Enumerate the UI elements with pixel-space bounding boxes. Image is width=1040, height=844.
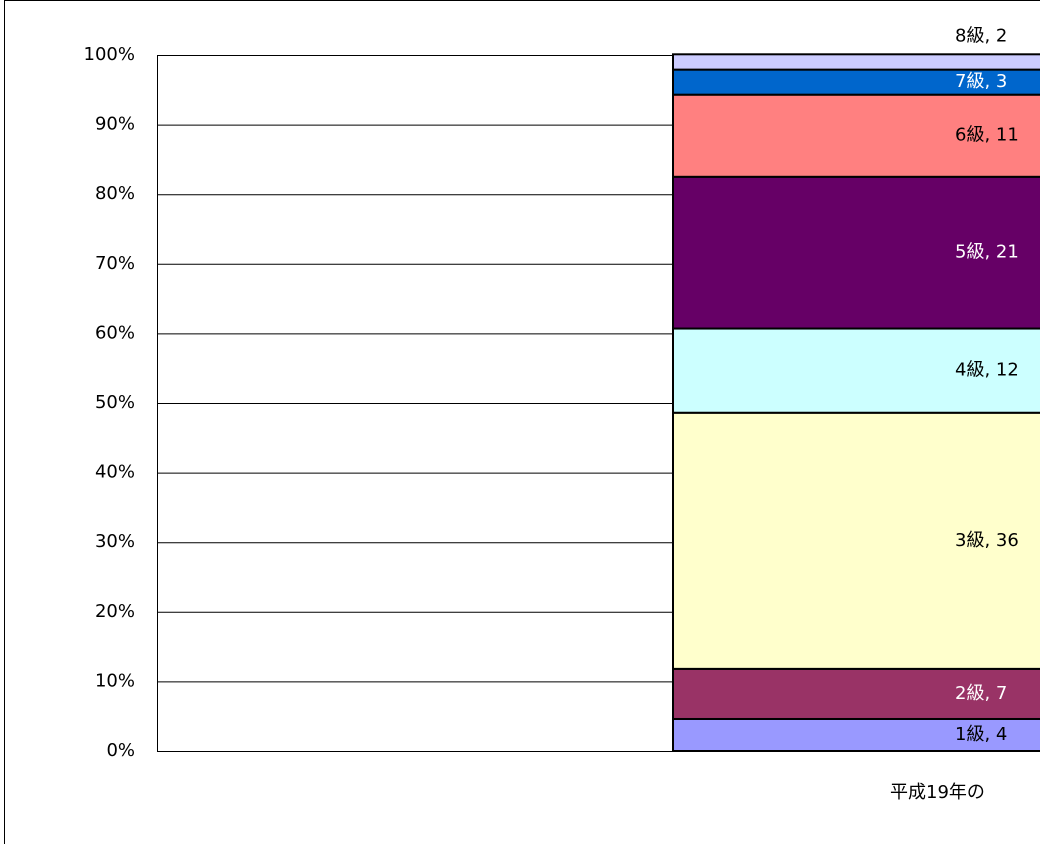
bar-segment: [672, 68, 1040, 96]
data-label: 6級, 11: [955, 125, 1019, 146]
y-tick-label: 40%: [95, 462, 135, 483]
bar-segment: [672, 53, 1040, 71]
data-label: 3級, 36: [955, 530, 1019, 551]
data-label: 5級, 21: [955, 242, 1019, 263]
data-label: 7級, 3: [955, 71, 1007, 92]
y-tick-label: 10%: [95, 670, 135, 691]
y-tick-label: 20%: [95, 601, 135, 622]
y-tick-label: 90%: [95, 114, 135, 135]
y-tick-label: 50%: [95, 392, 135, 413]
data-label: 2級, 7: [955, 683, 1007, 704]
data-label: 4級, 12: [955, 360, 1019, 381]
y-tick-label: 70%: [95, 253, 135, 274]
y-tick-label: 30%: [95, 531, 135, 552]
x-tick-label: 平成19年の: [890, 782, 985, 803]
y-tick-label: 0%: [106, 740, 135, 761]
data-label: 1級, 4: [955, 724, 1007, 745]
y-tick-label: 80%: [95, 183, 135, 204]
y-tick-label: 100%: [84, 44, 135, 65]
data-label: 8級, 2: [955, 25, 1007, 46]
bar-segment: [672, 93, 1040, 178]
y-tick-label: 60%: [95, 322, 135, 343]
bar-segment: [672, 411, 1040, 670]
